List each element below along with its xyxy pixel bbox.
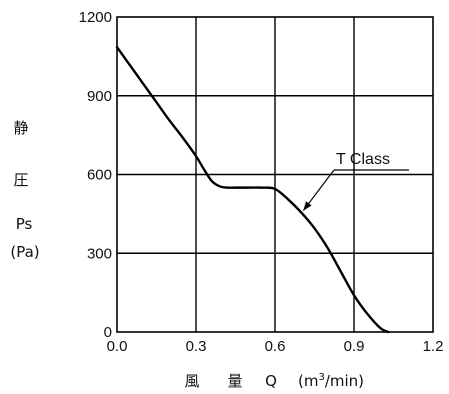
plot-frame — [116, 16, 434, 333]
x-tick-label: 0.9 — [344, 338, 365, 355]
y-tick-label: 300 — [87, 245, 112, 262]
y-tick-label: 0 — [104, 324, 112, 341]
x-axis-label-char-1: 風 — [184, 372, 199, 390]
x-tick-label: 0.0 — [107, 338, 128, 355]
y-axis-label-symbol: Ps — [16, 215, 33, 233]
x-tick-label: 0.6 — [265, 338, 286, 355]
grid-lines — [117, 17, 433, 332]
series-annotation: T Class — [302, 151, 409, 211]
annotation-arrowhead — [303, 201, 312, 211]
x-axis-label-char-2: 量 — [227, 372, 242, 390]
x-axis-label-unit: (m3/min) — [298, 372, 364, 390]
y-tick-label: 900 — [87, 88, 112, 105]
y-axis-label-char-2: 圧 — [13, 171, 28, 189]
y-tick-labels: 0 300 600 900 1200 — [79, 9, 112, 341]
y-tick-label: 600 — [87, 167, 112, 184]
x-axis-label-symbol: Q — [265, 372, 277, 390]
y-tick-label: 1200 — [79, 9, 112, 26]
x-tick-label: 1.2 — [423, 338, 444, 355]
y-axis-label-char-1: 静 — [13, 119, 28, 137]
series-label-t-class: T Class — [336, 151, 390, 168]
x-axis-unit-open: (m — [298, 372, 318, 390]
y-axis-label-unit: (Pa) — [10, 243, 39, 261]
x-tick-labels: 0.0 0.3 0.6 0.9 1.2 — [107, 338, 444, 355]
x-tick-label: 0.3 — [186, 338, 207, 355]
pressure-curve-t-class — [115, 45, 390, 334]
x-axis-unit-superscript: 3 — [318, 372, 324, 383]
x-axis-unit-close: /min) — [325, 372, 364, 390]
